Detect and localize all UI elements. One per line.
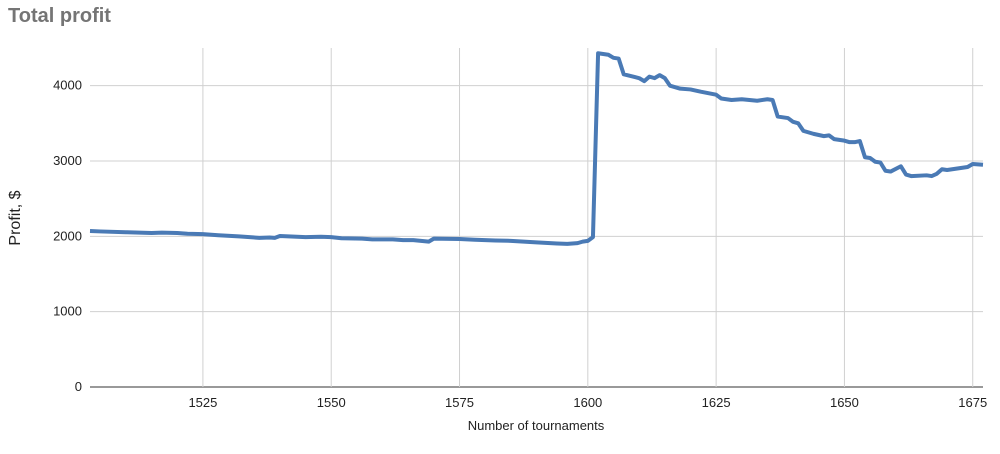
y-tick-label: 4000 [53,78,82,93]
x-tick-label: 1575 [445,395,474,410]
y-axis-label: Profit, $ [7,190,24,245]
x-tick-label: 1600 [573,395,602,410]
y-tick-label: 1000 [53,304,82,319]
x-tick-label: 1650 [830,395,859,410]
x-axis-label: Number of tournaments [468,418,605,433]
x-tick-label: 1675 [958,395,987,410]
line-series [89,51,984,246]
y-tick-label: 0 [75,379,82,394]
y-tick-label: 2000 [53,228,82,243]
x-tick-label: 1525 [188,395,217,410]
x-tick-label: 1550 [317,395,346,410]
y-tick-label: 3000 [53,153,82,168]
x-tick-label: 1625 [702,395,731,410]
chart-title: Total profit [8,5,111,27]
